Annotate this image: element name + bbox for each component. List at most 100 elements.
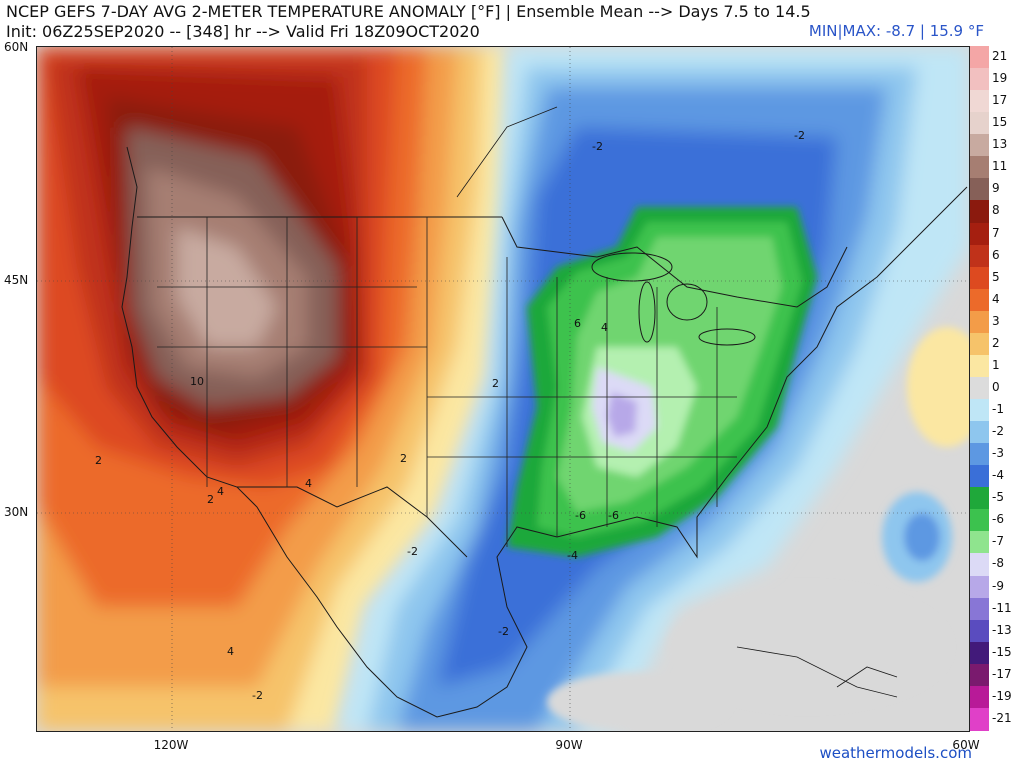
legend-swatch <box>970 90 989 114</box>
legend-swatch <box>970 443 989 467</box>
legend-swatch <box>970 509 989 533</box>
contour-label: 4 <box>227 645 234 658</box>
legend-row: -13 <box>970 619 1022 643</box>
legend-label: -6 <box>992 512 1004 527</box>
legend-swatch <box>970 244 989 268</box>
lon-label-120w: 120W <box>153 738 189 752</box>
legend-label: 21 <box>992 49 1008 63</box>
legend-row: 8 <box>970 200 1022 224</box>
legend-swatch <box>970 46 989 69</box>
legend-row: -15 <box>970 641 1022 665</box>
legend-label: 8 <box>992 203 1000 218</box>
legend-row: 19 <box>970 68 1022 92</box>
legend-label: -17 <box>992 666 1012 681</box>
contour-label: 4 <box>217 485 224 498</box>
legend-swatch <box>970 222 989 246</box>
legend-swatch <box>970 134 989 158</box>
legend-label: 2 <box>992 335 1000 350</box>
great-lakes-border <box>501 216 848 308</box>
legend-swatch <box>970 707 989 731</box>
legend-swatch <box>970 531 989 555</box>
contour-label: 10 <box>190 375 204 388</box>
legend-row: 15 <box>970 112 1022 136</box>
legend-label: 5 <box>992 269 1000 284</box>
legend-label: 9 <box>992 181 1000 196</box>
legend-row: -17 <box>970 663 1022 687</box>
legend-row: -19 <box>970 685 1022 709</box>
lat-label-45n: 45N <box>4 273 29 287</box>
source-credit: weathermodels.com <box>819 744 972 762</box>
lake-michigan <box>638 281 656 343</box>
legend-label: 17 <box>992 93 1008 108</box>
legend-row: 2 <box>970 332 1022 356</box>
contour-label: -2 <box>592 140 603 153</box>
caribbean-islands <box>736 646 898 698</box>
contour-label: 2 <box>95 454 102 467</box>
legend-label: -11 <box>992 600 1012 615</box>
legend-swatch <box>970 685 989 709</box>
legend-row: 9 <box>970 178 1022 202</box>
contour-label: -4 <box>567 549 578 562</box>
legend-label: -2 <box>992 424 1004 439</box>
legend-row: 0 <box>970 376 1022 400</box>
legend-label: -3 <box>992 446 1004 461</box>
legend-label: -8 <box>992 556 1004 571</box>
contour-label: 2 <box>207 493 214 506</box>
color-scale-legend: 21 19 17 15 13 11 9 8 7 6 5 4 3 2 1 0 -1 -2 -3 -4 -5 -6 -7 -8 -9… <box>970 46 1022 731</box>
legend-label: 13 <box>992 137 1008 152</box>
contour-label: -6 <box>575 509 586 522</box>
legend-swatch <box>970 266 989 290</box>
legend-label: 4 <box>992 291 1000 306</box>
lon-label-60w: 60W <box>952 738 980 752</box>
legend-label: 15 <box>992 115 1008 130</box>
graticule <box>37 47 969 731</box>
secondary-anomaly-features <box>547 327 969 731</box>
legend-label: -19 <box>992 688 1012 703</box>
lake-superior <box>591 252 673 282</box>
legend-swatch <box>970 663 989 687</box>
hudson-bay-coastline <box>456 106 558 198</box>
legend-swatch <box>970 399 989 423</box>
legend-row: 7 <box>970 222 1022 246</box>
contour-label: 6 <box>574 317 581 330</box>
cold-anomaly-field <box>507 207 817 557</box>
legend-row: 4 <box>970 288 1022 312</box>
legend-label: 3 <box>992 313 1000 328</box>
legend-row: -21 <box>970 707 1022 731</box>
legend-swatch <box>970 376 989 400</box>
legend-label: 0 <box>992 379 1000 394</box>
contour-label: 4 <box>305 477 312 490</box>
legend-swatch <box>970 288 989 312</box>
legend-label: 19 <box>992 71 1008 86</box>
lake-huron <box>666 283 708 321</box>
legend-swatch <box>970 156 989 180</box>
contour-label: 2 <box>400 452 407 465</box>
legend-swatch <box>970 641 989 665</box>
contour-labels: -2 -2 2 2 4 -6 -6 -2 -2 -4 -2 10 2 4 4 6… <box>95 129 805 702</box>
legend-label: -4 <box>992 468 1004 483</box>
init-valid-line: Init: 06Z25SEP2020 -- [348] hr --> Valid… <box>6 22 480 41</box>
legend-row: 5 <box>970 266 1022 290</box>
legend-swatch <box>970 487 989 511</box>
legend-swatch <box>970 112 989 136</box>
legend-row: 3 <box>970 310 1022 334</box>
contour-label: -2 <box>498 625 509 638</box>
legend-row: -3 <box>970 443 1022 467</box>
legend-row: -5 <box>970 487 1022 511</box>
contour-label: -2 <box>794 129 805 142</box>
legend-swatch <box>970 575 989 599</box>
legend-swatch <box>970 200 989 224</box>
legend-label: -5 <box>992 490 1004 505</box>
contour-label: -2 <box>407 545 418 558</box>
min-max-readout: MIN|MAX: -8.7 | 15.9 °F <box>808 22 984 40</box>
anomaly-map-svg: -2 -2 2 2 4 -6 -6 -2 -2 -4 -2 10 2 4 4 6… <box>37 47 969 731</box>
legend-label: -15 <box>992 644 1012 659</box>
legend-row: -8 <box>970 553 1022 577</box>
legend-swatch <box>970 178 989 202</box>
lon-label-90w: 90W <box>555 738 583 752</box>
legend-label: -13 <box>992 622 1012 637</box>
legend-label: 11 <box>992 159 1008 174</box>
contour-label: -6 <box>608 509 619 522</box>
legend-label: -1 <box>992 402 1004 417</box>
caribbean-islands-2 <box>836 666 898 688</box>
